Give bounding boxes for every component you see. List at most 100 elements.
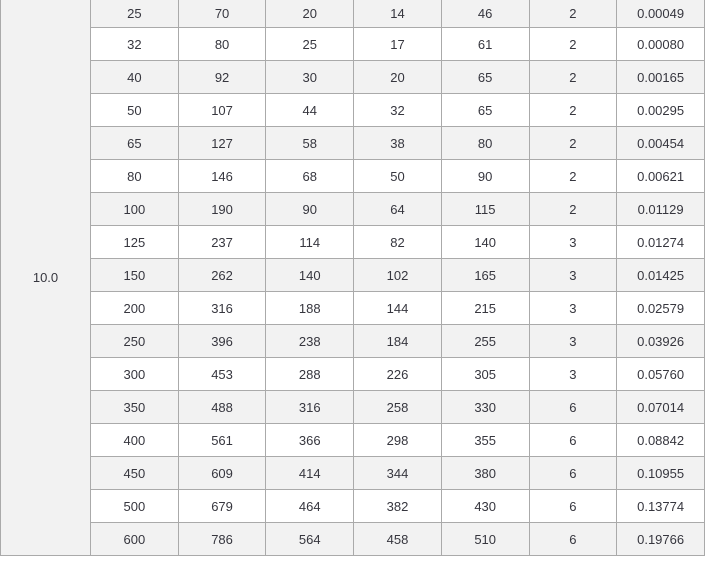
table-cell: 288: [265, 357, 355, 391]
table-cell: 0.01425: [616, 258, 705, 292]
table-cell: 0.19766: [616, 522, 705, 556]
table-cell: 90: [265, 192, 355, 226]
table-cell: 100: [90, 192, 179, 226]
table-row: 100 190 90 64 115 2 0.01129: [1, 192, 705, 226]
table-cell: 70: [177, 0, 267, 28]
table-cell: 90: [440, 159, 530, 193]
table-cell: 238: [265, 324, 355, 358]
table-cell: 32: [353, 93, 442, 127]
table-cell: 366: [265, 423, 355, 457]
table-cell: 102: [353, 258, 442, 292]
table-cell: 6: [528, 456, 618, 490]
table-cell: 0.00454: [616, 126, 705, 160]
table-cell: 350: [90, 390, 179, 424]
table-cell: 17: [353, 27, 442, 61]
table-cell: 0.01129: [616, 192, 705, 226]
table-cell: 200: [90, 291, 179, 325]
table-row: 600 786 564 458 510 6 0.19766: [1, 522, 705, 556]
table-cell: 3: [528, 258, 618, 292]
table-cell: 0.10955: [616, 456, 705, 490]
table-row: 125 237 114 82 140 3 0.01274: [1, 225, 705, 259]
table-cell: 46: [440, 0, 530, 28]
table-cell: 255: [440, 324, 530, 358]
table-cell: 80: [440, 126, 530, 160]
table-cell: 600: [90, 522, 179, 556]
table-cell: 188: [265, 291, 355, 325]
table-cell: 2: [528, 60, 618, 94]
table-cell: 226: [353, 357, 442, 391]
table-cell: 184: [353, 324, 442, 358]
table-cell: 6: [528, 423, 618, 457]
table-cell: 0.00621: [616, 159, 705, 193]
table-cell: 65: [90, 126, 179, 160]
table-cell: 6: [528, 489, 618, 523]
table-cell: 510: [440, 522, 530, 556]
table-cell: 305: [440, 357, 530, 391]
table-row: 250 396 238 184 255 3 0.03926: [1, 324, 705, 358]
table-cell: 44: [265, 93, 355, 127]
table-cell: 355: [440, 423, 530, 457]
table-row: 40 92 30 20 65 2 0.00165: [1, 60, 705, 94]
table-cell: 127: [177, 126, 267, 160]
table-cell: 65: [440, 60, 530, 94]
table-cell: 80: [90, 159, 179, 193]
table-cell: 344: [353, 456, 442, 490]
table-cell: 237: [177, 225, 267, 259]
table-cell: 2: [528, 126, 618, 160]
table-cell: 488: [177, 390, 267, 424]
table-cell: 25: [265, 27, 355, 61]
table-cell: 65: [440, 93, 530, 127]
table-cell: 144: [353, 291, 442, 325]
table-cell: 3: [528, 225, 618, 259]
table-cell: 316: [177, 291, 267, 325]
table-cell: 2: [528, 93, 618, 127]
table-cell: 0.00049: [616, 0, 705, 28]
table-cell: 453: [177, 357, 267, 391]
table-row: 65 127 58 38 80 2 0.00454: [1, 126, 705, 160]
table-cell: 564: [265, 522, 355, 556]
table-cell: 414: [265, 456, 355, 490]
table-cell: 80: [177, 27, 267, 61]
table-cell: 150: [90, 258, 179, 292]
table-cell: 64: [353, 192, 442, 226]
table-cell: 430: [440, 489, 530, 523]
table-cell: 61: [440, 27, 530, 61]
table-cell: 6: [528, 390, 618, 424]
table-cell: 3: [528, 324, 618, 358]
table-cell: 50: [90, 93, 179, 127]
table-cell: 0.02579: [616, 291, 705, 325]
table-cell: 190: [177, 192, 267, 226]
table-cell: 450: [90, 456, 179, 490]
table-cell: 0.05760: [616, 357, 705, 391]
table-cell: 258: [353, 390, 442, 424]
table-cell: 0.07014: [616, 390, 705, 424]
table-cell: 298: [353, 423, 442, 457]
table-cell: 2: [528, 192, 618, 226]
table-row: 500 679 464 382 430 6 0.13774: [1, 489, 705, 523]
table-cell: 20: [353, 60, 442, 94]
table-cell: 30: [265, 60, 355, 94]
table-cell: 2: [528, 159, 618, 193]
table-cell: 82: [353, 225, 442, 259]
table-cell: 679: [177, 489, 267, 523]
table-cell: 786: [177, 522, 267, 556]
table-cell: 107: [177, 93, 267, 127]
table-cell: 146: [177, 159, 267, 193]
group-label-cell: 10.0: [0, 0, 91, 556]
table-cell: 40: [90, 60, 179, 94]
table-cell: 382: [353, 489, 442, 523]
table-cell: 115: [440, 192, 530, 226]
table-cell: 114: [265, 225, 355, 259]
table-cell: 250: [90, 324, 179, 358]
table-cell: 3: [528, 291, 618, 325]
table-cell: 0.00165: [616, 60, 705, 94]
table-cell: 561: [177, 423, 267, 457]
table-cell: 68: [265, 159, 355, 193]
table-cell: 50: [353, 159, 442, 193]
table-cell: 262: [177, 258, 267, 292]
table-cell: 0.00080: [616, 27, 705, 61]
table-cell: 165: [440, 258, 530, 292]
table-row: 200 316 188 144 215 3 0.02579: [1, 291, 705, 325]
table-cell: 32: [90, 27, 179, 61]
